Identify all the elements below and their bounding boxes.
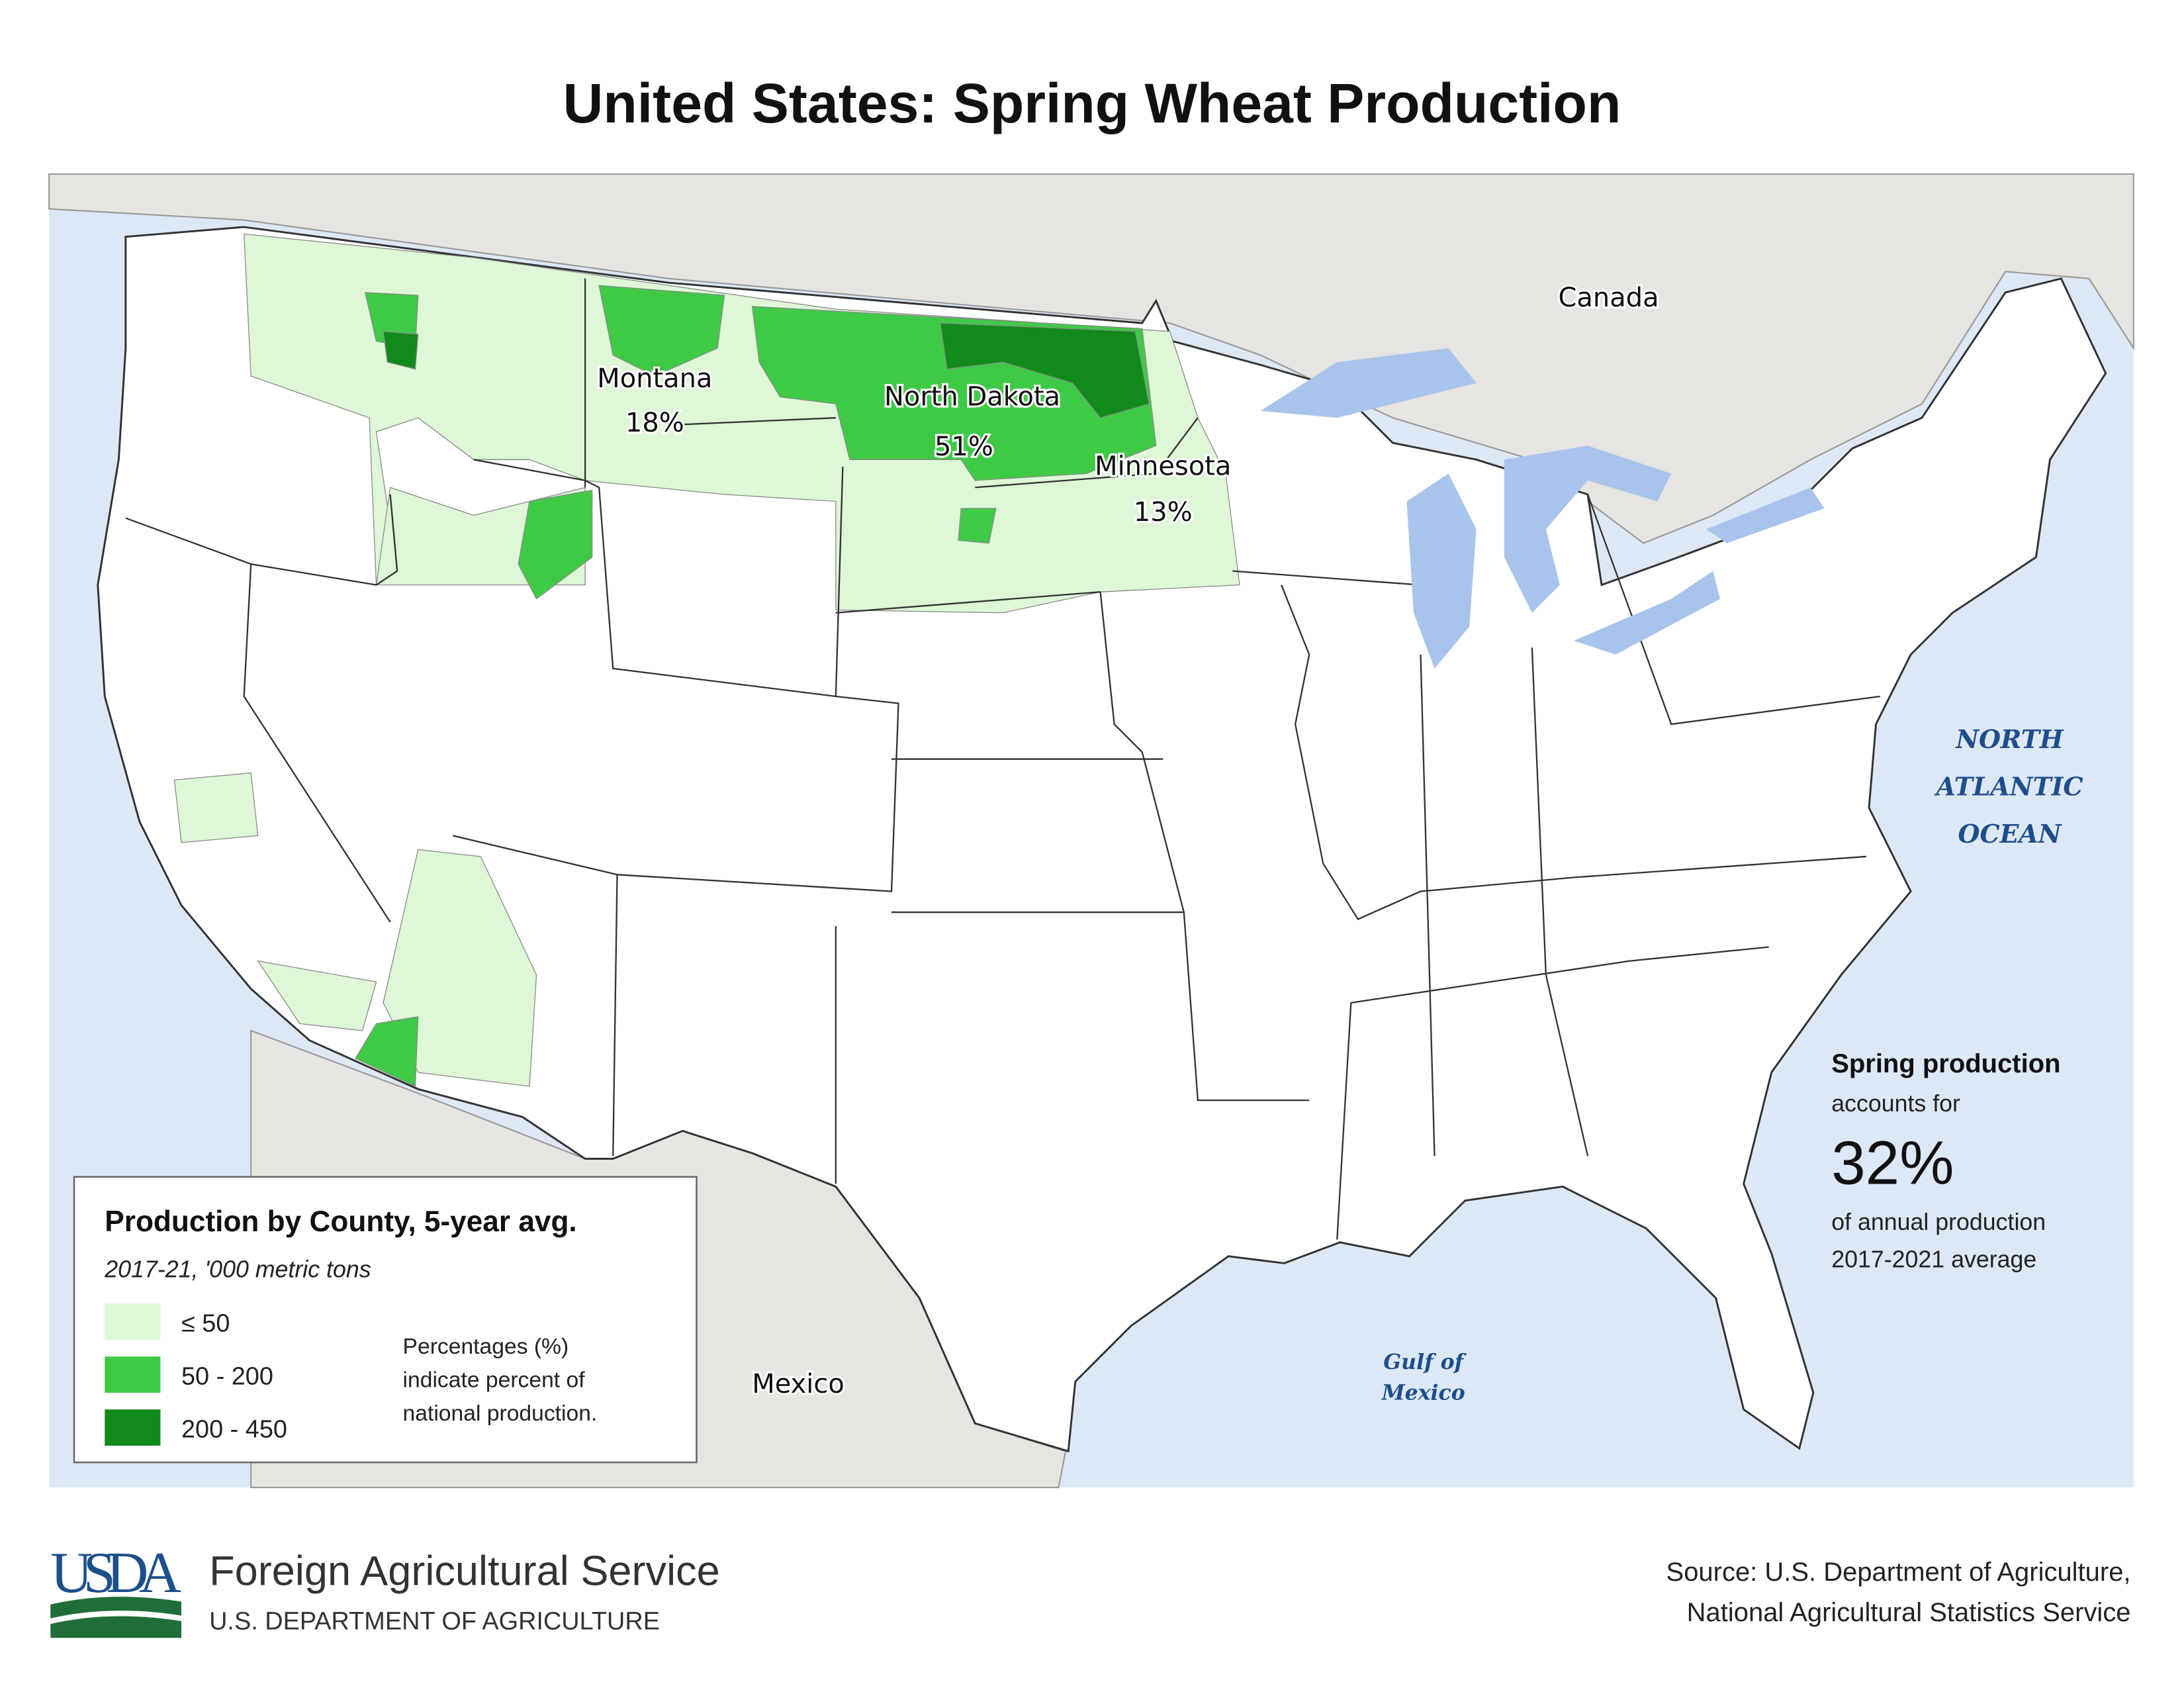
state-share: 13% [1134, 497, 1193, 528]
state-share: 51% [934, 432, 993, 462]
dark-region [383, 331, 419, 370]
mid-region [958, 508, 997, 544]
canada [48, 173, 2134, 544]
country-label: Mexico [752, 1369, 844, 1399]
ocean-label: ATLANTIC [1934, 771, 2083, 801]
state-share: 18% [625, 408, 684, 438]
country-label: Canada [1559, 283, 1659, 313]
legend-box [73, 1176, 698, 1464]
lakes [1260, 348, 1825, 669]
lake [1504, 445, 1672, 613]
state-borders [125, 278, 1880, 1240]
legend-label: 200 - 450 [181, 1415, 287, 1443]
legend-title: Production by County, 5-year avg. [105, 1205, 576, 1238]
legend-note: Percentages (%) [403, 1335, 569, 1359]
state-name: Minnesota [1095, 451, 1231, 481]
callout: Spring production accounts for 32% of an… [1831, 1049, 2060, 1273]
legend-items: ≤ 50 50 - 200 200 - 450 [105, 1303, 287, 1446]
gulf-label: Mexico [1381, 1380, 1465, 1405]
legend-label: ≤ 50 [181, 1309, 230, 1337]
gulf-label: Gulf of [1383, 1350, 1467, 1374]
legend-note: indicate percent of [403, 1368, 586, 1393]
green-regions [173, 233, 1240, 1088]
callout-text: accounts for [1831, 1090, 1960, 1117]
lake [1706, 487, 1825, 543]
state-name: Montana [597, 363, 712, 394]
logo-wave [50, 1616, 182, 1638]
legend-subtitle: 2017-21, '000 metric tons [104, 1256, 371, 1282]
callout-value: 32% [1831, 1128, 1954, 1197]
legend-swatch [105, 1409, 161, 1446]
us-outline [97, 226, 2107, 1453]
legend-note: national production. [403, 1401, 598, 1426]
legend-label: 50 - 200 [181, 1362, 273, 1390]
agency: Foreign Agricultural Service [209, 1548, 720, 1594]
callout-heading: Spring production [1831, 1049, 2060, 1078]
title: United States: Spring Wheat Production [563, 72, 1621, 134]
source: Source: U.S. Department of Agriculture, [1666, 1558, 2131, 1587]
dark-region [939, 322, 1150, 418]
state-name: North Dakota [884, 381, 1060, 412]
logo-text: USDA [50, 1540, 181, 1605]
light-region [383, 849, 537, 1087]
light-region [173, 773, 259, 843]
lake [1260, 348, 1477, 418]
logo-wave [50, 1597, 182, 1618]
lake [1573, 571, 1720, 655]
ocean-label: NORTH [1955, 724, 2064, 754]
source: National Agricultural Statistics Service [1687, 1598, 2131, 1627]
mid-region [598, 285, 725, 377]
light-region [257, 960, 377, 1031]
legend-swatch [105, 1303, 161, 1340]
map: Canada Mexico NORTH ATLANTIC OCEAN Gulf … [48, 173, 2134, 1489]
callout-text: 2017-2021 average [1831, 1246, 2036, 1273]
legend-swatch [105, 1356, 161, 1393]
footer: USDA Foreign Agricultural Service U.S. D… [50, 1540, 2131, 1638]
ocean-label: OCEAN [1958, 819, 2062, 849]
department: U.S. DEPARTMENT OF AGRICULTURE [209, 1608, 660, 1636]
legend: Production by County, 5-year avg. 2017-2… [73, 1176, 698, 1464]
lake [1406, 473, 1477, 669]
mid-region [355, 1016, 419, 1088]
callout-text: of annual production [1831, 1209, 2046, 1235]
mid-region [518, 489, 593, 600]
